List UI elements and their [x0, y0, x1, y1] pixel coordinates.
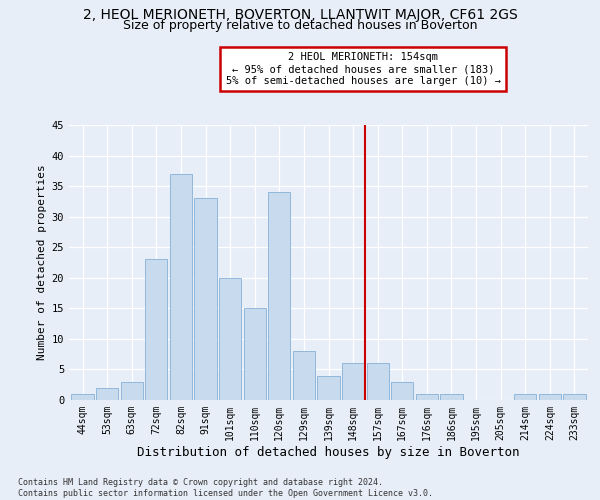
Bar: [121, 382, 143, 400]
Text: 2, HEOL MERIONETH, BOVERTON, LLANTWIT MAJOR, CF61 2GS: 2, HEOL MERIONETH, BOVERTON, LLANTWIT MA…: [83, 8, 517, 22]
Bar: [194, 198, 217, 400]
Bar: [170, 174, 192, 400]
Text: Contains HM Land Registry data © Crown copyright and database right 2024.
Contai: Contains HM Land Registry data © Crown c…: [18, 478, 433, 498]
Bar: [342, 364, 364, 400]
Bar: [391, 382, 413, 400]
Bar: [416, 394, 438, 400]
Bar: [219, 278, 241, 400]
Bar: [244, 308, 266, 400]
Bar: [268, 192, 290, 400]
Text: Size of property relative to detached houses in Boverton: Size of property relative to detached ho…: [123, 18, 477, 32]
Bar: [96, 388, 118, 400]
Bar: [539, 394, 561, 400]
Bar: [514, 394, 536, 400]
Bar: [293, 351, 315, 400]
Bar: [367, 364, 389, 400]
Bar: [145, 260, 167, 400]
Text: 2 HEOL MERIONETH: 154sqm
← 95% of detached houses are smaller (183)
5% of semi-d: 2 HEOL MERIONETH: 154sqm ← 95% of detach…: [226, 52, 500, 86]
Bar: [440, 394, 463, 400]
X-axis label: Distribution of detached houses by size in Boverton: Distribution of detached houses by size …: [137, 446, 520, 458]
Y-axis label: Number of detached properties: Number of detached properties: [37, 164, 47, 360]
Bar: [563, 394, 586, 400]
Bar: [71, 394, 94, 400]
Bar: [317, 376, 340, 400]
